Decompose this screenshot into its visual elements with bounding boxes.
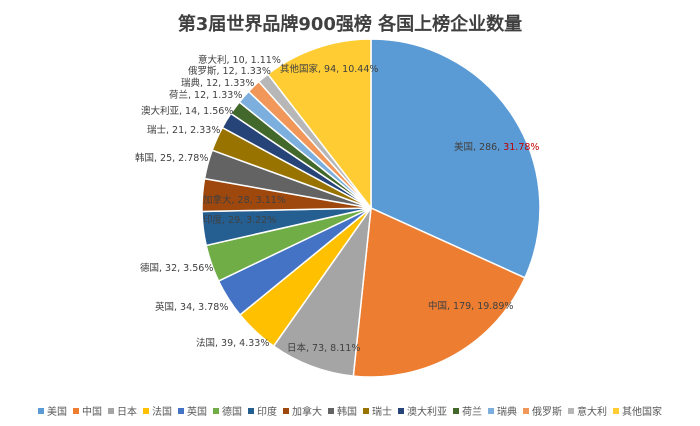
legend-swatch xyxy=(73,407,79,414)
chart-legend: 美国 中国 日本 法国 英国 德国 印度 加拿大 韩国 瑞士 澳大利亚 荷兰 瑞典 俄罗斯 意大利 其他国家 xyxy=(0,403,700,418)
legend-label: 中国 xyxy=(82,407,102,418)
legend-swatch xyxy=(143,407,149,414)
legend-item-14: 意大利 xyxy=(568,403,607,418)
data-label-6: 印度, 29, 3.22% xyxy=(203,214,276,226)
legend-item-13: 俄罗斯 xyxy=(523,403,562,418)
data-label-9: 瑞士, 21, 2.33% xyxy=(147,124,220,136)
legend-label: 美国 xyxy=(47,407,67,418)
data-label-4: 英国, 34, 3.78% xyxy=(155,301,228,313)
legend-label: 荷兰 xyxy=(462,407,482,418)
data-label-12: 瑞典, 12, 1.33% xyxy=(181,77,254,89)
legend-item-0: 美国 xyxy=(38,403,67,418)
legend-label: 意大利 xyxy=(577,407,607,418)
legend-item-4: 英国 xyxy=(178,403,207,418)
legend-label: 瑞士 xyxy=(372,407,392,418)
legend-swatch xyxy=(613,407,619,414)
legend-item-6: 印度 xyxy=(248,403,277,418)
legend-item-12: 瑞典 xyxy=(488,403,517,418)
legend-label: 日本 xyxy=(117,407,137,418)
data-label-2: 日本, 73, 8.11% xyxy=(287,342,360,354)
pie-slice-0 xyxy=(370,38,541,279)
legend-swatch xyxy=(213,407,219,414)
legend-label: 法国 xyxy=(152,407,172,418)
legend-label: 加拿大 xyxy=(292,407,322,418)
legend-swatch xyxy=(568,407,574,414)
data-label-8: 韩国, 25, 2.78% xyxy=(135,152,208,164)
data-label-7: 加拿大, 28, 3.11% xyxy=(203,194,286,206)
legend-item-5: 德国 xyxy=(213,403,242,418)
legend-item-2: 日本 xyxy=(108,403,137,418)
legend-swatch xyxy=(328,407,334,414)
data-label-11: 荷兰, 12, 1.33% xyxy=(169,89,242,101)
legend-swatch xyxy=(248,407,254,414)
legend-label: 澳大利亚 xyxy=(407,407,447,418)
legend-item-3: 法国 xyxy=(143,403,172,418)
legend-swatch xyxy=(523,407,529,414)
data-label-13: 俄罗斯, 12, 1.33% xyxy=(188,65,271,77)
data-label-0: 美国, 286, 31.78% xyxy=(454,141,539,153)
legend-swatch xyxy=(283,407,289,414)
legend-swatch xyxy=(178,407,184,414)
legend-item-15: 其他国家 xyxy=(613,403,662,418)
data-label-15: 其他国家, 94, 10.44% xyxy=(280,63,378,75)
legend-item-11: 荷兰 xyxy=(453,403,482,418)
legend-swatch xyxy=(453,407,459,414)
legend-label: 德国 xyxy=(222,407,242,418)
legend-item-10: 澳大利亚 xyxy=(398,403,447,418)
pie-slice-1 xyxy=(352,206,526,378)
legend-swatch xyxy=(108,407,114,414)
legend-label: 英国 xyxy=(187,407,207,418)
legend-item-1: 中国 xyxy=(73,403,102,418)
legend-label: 其他国家 xyxy=(622,407,662,418)
legend-swatch xyxy=(38,407,44,414)
legend-item-9: 瑞士 xyxy=(363,403,392,418)
data-label-10: 澳大利亚, 14, 1.56% xyxy=(141,105,233,117)
data-label-3: 法国, 39, 4.33% xyxy=(196,337,269,349)
legend-swatch xyxy=(398,407,404,414)
legend-swatch xyxy=(488,407,494,414)
data-label-1: 中国, 179, 19.89% xyxy=(428,300,513,312)
legend-swatch xyxy=(363,407,369,414)
legend-item-7: 加拿大 xyxy=(283,403,322,418)
chart-title: 第3届世界品牌900强榜 各国上榜企业数量 xyxy=(177,14,523,35)
data-label-5: 德国, 32, 3.56% xyxy=(140,262,213,274)
legend-label: 印度 xyxy=(257,407,277,418)
data-label-14: 意大利, 10, 1.11% xyxy=(198,54,281,66)
legend-label: 韩国 xyxy=(337,407,357,418)
legend-item-8: 韩国 xyxy=(328,403,357,418)
pie-slice-15 xyxy=(266,38,372,211)
legend-label: 瑞典 xyxy=(497,407,517,418)
legend-label: 俄罗斯 xyxy=(532,407,562,418)
